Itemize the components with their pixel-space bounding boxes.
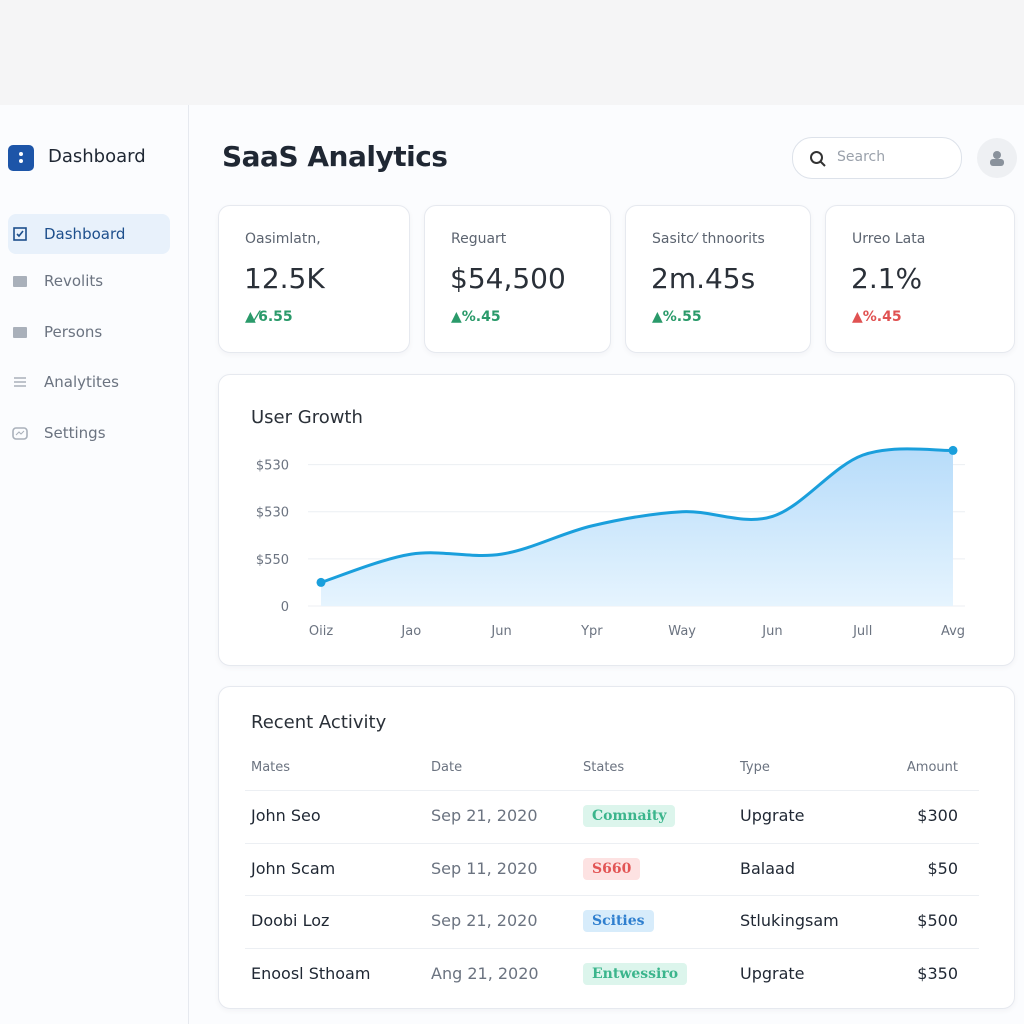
chart-card: User Growth 0 $550 $530 $530 Oiiz Jao Jun Ypr Wa… <box>218 374 1015 666</box>
kpi-card: Urreo Lata 2.1% ▲%.45 <box>825 205 1015 353</box>
area <box>321 448 953 606</box>
nav-icon <box>13 327 27 338</box>
y-tick-label: $550 <box>256 553 289 568</box>
table-cell: Upgrate <box>740 963 805 983</box>
kpi-label: Sasitc⁄ thnoorits <box>652 231 765 247</box>
x-tick-label: Avg <box>941 624 965 639</box>
status-badge: S660 <box>583 857 641 880</box>
y-tick-label: $530 <box>256 506 289 521</box>
status-badge: Entwessiro <box>583 962 688 985</box>
kpi-label: Urreo Lata <box>852 231 926 247</box>
status-badge: Comnaity <box>583 805 676 827</box>
row-divider <box>245 790 979 791</box>
table-cell: Sep 21, 2020 <box>431 911 538 930</box>
nav-item[interactable]: Settings <box>8 413 170 453</box>
kpi-value: 2m.45s <box>651 262 756 295</box>
column-header: Date <box>431 760 463 775</box>
y-tick-label: 0 <box>281 600 289 615</box>
table-cell: Upgrate <box>740 806 805 825</box>
table-cell: $500 <box>917 911 958 930</box>
kpi-value: 2.1% <box>851 262 923 295</box>
search-box[interactable]: Search <box>792 137 962 179</box>
nav-icon <box>12 427 28 440</box>
table-cell: Sep 21, 2020 <box>431 806 538 825</box>
row-divider <box>245 895 979 896</box>
nav-icon <box>14 377 26 387</box>
table-cell: Doobi Loz <box>251 911 330 930</box>
table-cell: John Scam <box>251 858 336 878</box>
status-badge: Scities <box>583 910 654 932</box>
chart: User Growth 0 $550 $530 $530 Oiiz Jao Jun Ypr Wa… <box>251 407 965 639</box>
table-card: Recent Activity Mates Date States Type Amoun… <box>218 686 1015 1009</box>
row-divider <box>245 947 979 949</box>
nav-icon <box>13 276 27 287</box>
point <box>316 577 326 587</box>
nav-item[interactable]: Persons <box>8 312 170 352</box>
table-title: Recent Activity <box>251 712 387 733</box>
avatar-icon <box>990 151 1004 166</box>
x-tick-label: Jun <box>490 624 511 639</box>
row-divider <box>245 842 979 844</box>
page-title: SaaS Analytics <box>222 140 448 173</box>
kpi-value: 12.5K <box>244 262 325 295</box>
table-cell: Stlukingsam <box>740 911 839 930</box>
column-header: Amount <box>906 760 958 775</box>
nav-label: Dashboard <box>44 225 126 243</box>
kpi-change: ▲%.45 <box>451 309 501 325</box>
kpi-change: ▲%.45 <box>852 309 902 325</box>
x-tick-label: Way <box>668 624 696 639</box>
table-cell: $350 <box>917 963 958 983</box>
nav-item[interactable]: Analytites <box>8 362 170 402</box>
x-tick-label: Jun <box>761 624 782 639</box>
table-cell: $300 <box>917 806 958 825</box>
nav-item[interactable]: Revolits <box>8 261 170 301</box>
kpi-value: $54,500 <box>450 262 566 295</box>
table-cell: Balaad <box>740 858 795 878</box>
top-bar <box>0 0 1024 105</box>
nav-label: Persons <box>44 323 103 341</box>
sidebar <box>0 105 189 1024</box>
kpi-card: Oasimlatn, 12.5K ▲⁄6.55 <box>218 205 410 353</box>
kpi-card: Reguart $54,500 ▲%.45 <box>424 205 611 353</box>
point <box>948 445 958 455</box>
y-tick-label: $530 <box>256 459 289 474</box>
table-cell: $50 <box>927 858 958 878</box>
line <box>320 447 954 584</box>
table-cell: Sep 11, 2020 <box>431 858 538 878</box>
table-cell: John Seo <box>251 806 321 825</box>
column-header: Type <box>740 760 770 775</box>
nav-label: Settings <box>44 424 106 442</box>
chart-title: User Growth <box>251 407 363 428</box>
nav-label: Revolits <box>44 272 104 290</box>
kpi-card: Sasitc⁄ thnoorits 2m.45s ▲%.55 <box>625 205 811 353</box>
nav-item[interactable]: Dashboard <box>8 214 170 254</box>
search-icon <box>810 151 826 167</box>
kpi-change: ▲⁄6.55 <box>245 309 293 325</box>
kpi-change: ▲%.55 <box>652 309 702 325</box>
x-tick-label: Ypr <box>580 624 603 639</box>
column-header: States <box>583 760 625 775</box>
brand: Dashboard <box>48 146 146 167</box>
brand-logo <box>8 145 34 171</box>
nav-icon <box>13 227 27 241</box>
x-tick-label: Oiiz <box>309 624 333 639</box>
kpi-label: Reguart <box>451 231 507 247</box>
table-cell: Enoosl Sthoam <box>251 963 371 983</box>
kpi-label: Oasimlatn, <box>245 231 321 247</box>
table-cell: Ang 21, 2020 <box>431 963 539 983</box>
x-tick-label: Jull <box>852 624 872 639</box>
column-header: Mates <box>251 760 291 775</box>
avatar[interactable] <box>977 138 1017 178</box>
search-placeholder: Search <box>837 149 886 165</box>
x-tick-label: Jao <box>400 624 421 639</box>
nav-label: Analytites <box>44 373 119 391</box>
